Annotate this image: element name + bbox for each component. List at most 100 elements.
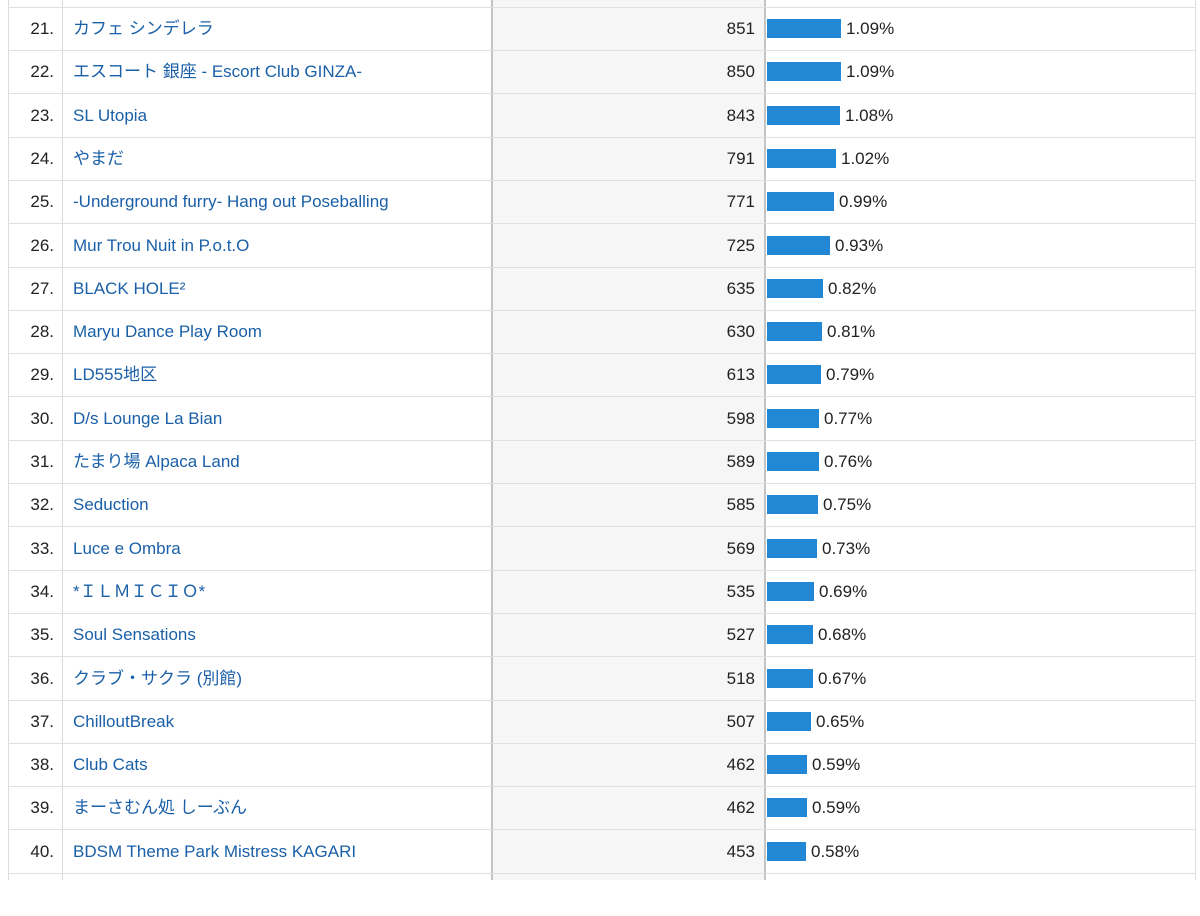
table-row: 31. たまり場 Alpaca Land 589 0.76%	[8, 440, 1195, 484]
ranking-table: 21. カフェ シンデレラ 851 1.09% 22. エスコート 銀座 - Escort…	[8, 0, 1196, 880]
row-rank: 24.	[30, 148, 54, 168]
column-divider-right	[1195, 0, 1196, 880]
row-percent: 0.59%	[812, 755, 861, 775]
table-row: 33. Luce e Ombra 569 0.73%	[8, 527, 1195, 571]
row-percent: 0.67%	[818, 668, 867, 688]
row-rank: 21.	[30, 19, 54, 38]
row-percent-bar	[767, 495, 818, 515]
row-name-link[interactable]: カフェ シンデレラ	[73, 19, 214, 38]
row-value: 585	[726, 495, 755, 515]
row-value: 851	[726, 19, 755, 38]
row-name-link[interactable]: クラブ・サクラ (別館)	[73, 668, 243, 688]
row-rank: 40.	[30, 841, 54, 861]
table-row: 27. BLACK HOLE² 635 0.82%	[8, 267, 1195, 311]
row-percent-bar	[767, 625, 813, 645]
row-rank: 25.	[30, 192, 54, 212]
table-row-partial	[8, 0, 1195, 8]
table-row: 25. -Underground furry- Hang out Poseball…	[8, 180, 1195, 225]
row-percent-bar	[767, 755, 807, 775]
row-name-link[interactable]: エスコート 銀座 - Escort Club GINZA-	[73, 62, 363, 82]
row-percent-bar	[767, 581, 814, 601]
row-percent-bar	[767, 278, 823, 298]
row-name-link[interactable]: -Underground furry- Hang out Poseballing	[73, 192, 389, 212]
row-percent-bar	[767, 798, 807, 818]
row-value: 462	[726, 798, 755, 818]
row-percent: 0.99%	[839, 192, 888, 212]
row-percent-bar	[767, 62, 841, 82]
table-row: 28. Maryu Dance Play Room 630 0.81%	[8, 310, 1195, 355]
row-name-link[interactable]: Club Cats	[73, 755, 148, 775]
row-value: 725	[726, 235, 755, 255]
row-percent: 0.69%	[819, 581, 868, 601]
row-percent-bar	[767, 841, 806, 861]
row-percent: 0.73%	[822, 538, 871, 558]
row-percent: 0.75%	[823, 495, 872, 515]
row-percent-bar	[767, 192, 834, 212]
row-value: 791	[726, 148, 755, 168]
row-name-link[interactable]: Mur Trou Nuit in P.o.t.O	[73, 235, 250, 255]
row-rank: 31.	[30, 452, 54, 471]
table-row: 37. ChilloutBreak 507 0.65%	[8, 700, 1195, 744]
row-value: 598	[726, 408, 755, 428]
row-percent-bar	[767, 105, 840, 125]
row-percent-bar	[767, 668, 813, 688]
row-value: 462	[726, 755, 755, 775]
row-name-link[interactable]: Seduction	[73, 495, 149, 515]
row-rank: 22.	[30, 62, 54, 82]
table-row: 26. Mur Trou Nuit in P.o.t.O 725 0.93%	[8, 224, 1195, 268]
row-percent: 0.93%	[835, 235, 884, 255]
row-value: 771	[726, 192, 755, 212]
row-name-link[interactable]: *ＩＬＭＩＣＩＯ*	[73, 581, 206, 601]
row-percent: 0.58%	[811, 841, 860, 861]
row-name-link[interactable]: まーさむん処 しーぶん	[73, 798, 248, 818]
row-name-link[interactable]: LD555地区	[73, 365, 158, 385]
row-value: 569	[726, 538, 755, 558]
table-row: 38. Club Cats 462 0.59%	[8, 743, 1195, 788]
row-name-link[interactable]: Soul Sensations	[73, 625, 196, 645]
row-percent-bar	[767, 408, 819, 428]
row-rank: 23.	[30, 105, 54, 125]
row-rank: 33.	[30, 538, 54, 558]
row-rank: 26.	[30, 235, 54, 255]
row-percent-bar	[767, 235, 830, 255]
row-rank: 32.	[30, 495, 54, 515]
row-name-link[interactable]: BLACK HOLE²	[73, 278, 186, 298]
row-rank: 36.	[30, 668, 54, 688]
row-percent-bar	[767, 538, 817, 558]
row-percent: 1.09%	[846, 62, 895, 82]
row-percent: 0.65%	[816, 711, 865, 731]
table-row: 35. Soul Sensations 527 0.68%	[8, 613, 1195, 658]
row-rank: 27.	[30, 278, 54, 298]
row-percent: 0.68%	[818, 625, 867, 645]
row-name-link[interactable]: たまり場 Alpaca Land	[73, 452, 240, 471]
row-name-link[interactable]: D/s Lounge La Bian	[73, 408, 223, 428]
row-name-link[interactable]: ChilloutBreak	[73, 711, 175, 731]
row-percent: 1.09%	[846, 19, 895, 38]
row-percent: 0.76%	[824, 452, 873, 471]
table-row: 32. Seduction 585 0.75%	[8, 483, 1195, 528]
row-value: 630	[726, 322, 755, 342]
row-name-link[interactable]: BDSM Theme Park Mistress KAGARI	[73, 841, 357, 861]
row-name-link[interactable]: Maryu Dance Play Room	[73, 322, 262, 342]
row-name-link[interactable]: Luce e Ombra	[73, 538, 181, 558]
row-name-link[interactable]: やまだ	[73, 148, 124, 168]
row-percent-bar	[767, 711, 811, 731]
row-value: 613	[726, 365, 755, 385]
table-row: 21. カフェ シンデレラ 851 1.09%	[8, 7, 1195, 51]
row-name-link[interactable]: SL Utopia	[73, 105, 148, 125]
row-percent: 1.02%	[841, 148, 890, 168]
row-rank: 34.	[30, 581, 54, 601]
row-value: 635	[726, 278, 755, 298]
row-value: 453	[726, 841, 755, 861]
row-value: 843	[726, 105, 755, 125]
row-rank: 38.	[30, 755, 54, 775]
table-row: 40. BDSM Theme Park Mistress KAGARI 453 0.5…	[8, 830, 1195, 874]
table-row: 24. やまだ 791 1.02%	[8, 137, 1195, 181]
table-row: 39. まーさむん処 しーぶん 462 0.59%	[8, 786, 1195, 831]
row-rank: 35.	[30, 625, 54, 645]
row-rank: 28.	[30, 322, 54, 342]
row-value: 507	[726, 711, 755, 731]
row-percent: 0.59%	[812, 798, 861, 818]
row-percent-bar	[767, 322, 822, 342]
table-row: 23. SL Utopia 843 1.08%	[8, 94, 1195, 138]
